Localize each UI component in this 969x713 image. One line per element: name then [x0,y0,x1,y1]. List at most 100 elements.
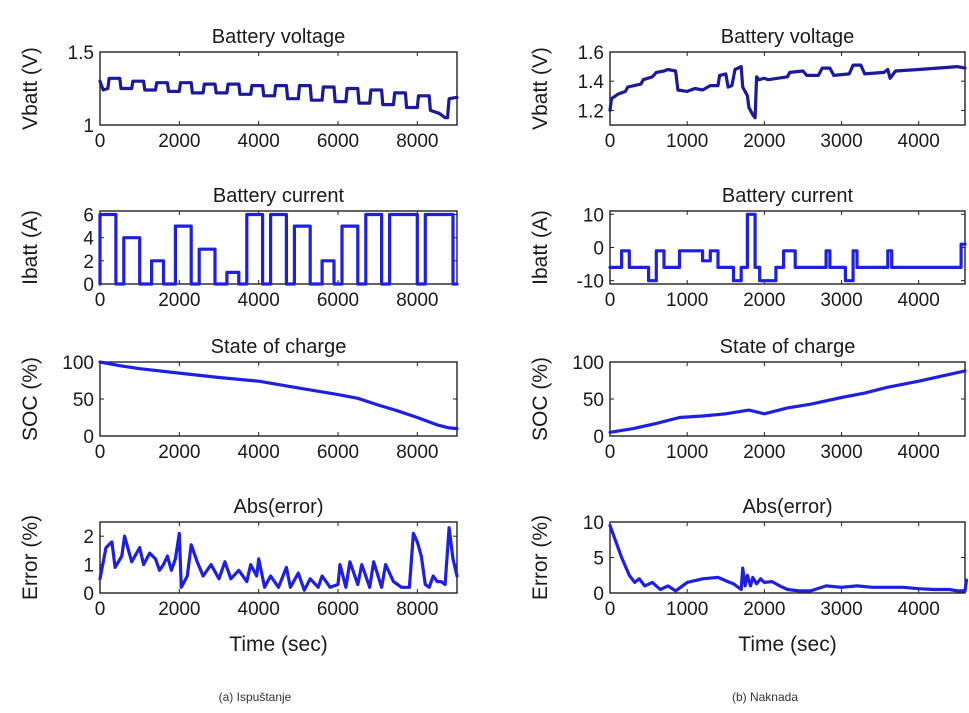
chart-title: State of charge [720,336,856,358]
y-tick-label: 100 [62,353,94,374]
x-tick-label: 0 [605,131,616,152]
caption-left: (a) Ispuštanje [219,690,292,704]
y-tick-label: 0 [593,427,604,448]
x-tick-label: 2000 [158,599,200,620]
y-tick-label: 50 [73,390,94,411]
chart-title: State of charge [211,336,347,358]
x-tick-label: 2000 [743,599,785,620]
plot-frame [99,51,458,126]
x-tick-label: 3000 [820,599,862,620]
y-tick-label: -10 [577,272,604,293]
x-tick-label: 3000 [820,131,862,152]
y-axis-label: SOC (%) [529,357,552,441]
y-tick-label: 0 [83,584,94,605]
x-tick-label: 0 [605,290,616,311]
x-tick-label: 1000 [666,599,708,620]
y-tick-label: 1 [83,116,94,137]
x-tick-label: 8000 [396,131,438,152]
x-tick-label: 0 [95,599,106,620]
x-tick-label: 6000 [317,442,359,463]
x-tick-label: 2000 [158,131,200,152]
x-tick-label: 4000 [238,131,280,152]
chart-a-soc: State of charge 0 2000 4000 6000 8000 0 50 100 SO… [19,336,459,463]
y-tick-label: 0 [593,239,604,260]
y-axis-label: Vbatt (V) [529,47,552,130]
x-tick-label: 6000 [317,599,359,620]
x-tick-label: 0 [605,442,616,463]
x-tick-label: 2000 [743,442,785,463]
y-tick-label: 50 [583,390,604,411]
y-tick-label: 2 [83,252,94,273]
chart-b-soc: State of charge 0 1000 2000 3000 4000 0 50 100 SO… [529,336,967,463]
x-tick-label: 0 [95,290,106,311]
series-line [608,212,967,283]
chart-a-voltage: Battery voltage 0 2000 4000 6000 8000 1 1.5 Vbat… [19,26,459,152]
y-tick-label: 10 [583,513,604,534]
x-tick-label: 8000 [396,599,438,620]
plot-frame [609,361,966,437]
y-axis-label: SOC (%) [19,357,42,441]
chart-title: Battery current [722,185,854,207]
y-tick-label: 4 [83,229,94,250]
series-line [608,369,967,434]
series-line [98,212,459,286]
chart-b-voltage: Battery voltage 0 1000 2000 3000 4000 1.2 1.4 1.… [529,26,967,152]
caption-right: (b) Naknada [732,690,798,704]
y-axis-label: Ibatt (A) [19,210,42,285]
x-tick-label: 2000 [158,290,200,311]
x-axis-label: Time (sec) [738,633,836,656]
x-tick-label: 4000 [898,131,940,152]
x-tick-label: 8000 [396,290,438,311]
x-tick-label: 4000 [898,290,940,311]
chart-title: Battery voltage [212,26,345,48]
y-tick-label: 0 [83,275,94,296]
x-tick-label: 4000 [898,599,940,620]
x-tick-label: 8000 [396,442,438,463]
y-tick-label: 1.2 [578,101,604,122]
y-tick-label: 1.6 [578,43,604,64]
y-axis-label: Error (%) [529,515,552,600]
y-tick-label: 10 [583,205,604,226]
y-tick-label: 0 [83,427,94,448]
x-tick-label: 3000 [820,290,862,311]
x-tick-label: 4000 [238,442,280,463]
x-tick-label: 0 [605,599,616,620]
y-tick-label: 0 [593,584,604,605]
series-line [608,63,967,120]
series-line [608,523,969,593]
x-tick-label: 2000 [743,131,785,152]
x-tick-label: 1000 [666,442,708,463]
plot-frame [609,210,966,285]
x-tick-label: 6000 [317,290,359,311]
series-line [98,76,459,120]
y-tick-label: 5 [593,549,604,570]
chart-b-error: Abs(error) 0 1000 2000 3000 4000 0 5 10 Error (%)… [529,496,969,656]
series-line [98,526,459,592]
y-axis-label: Error (%) [19,515,42,600]
chart-title: Abs(error) [233,496,323,518]
y-tick-label: 2 [83,527,94,548]
plot-frame [99,361,458,437]
x-tick-label: 1000 [666,290,708,311]
x-tick-label: 6000 [317,131,359,152]
y-axis-label: Ibatt (A) [529,210,552,285]
x-tick-label: 4000 [238,290,280,311]
y-axis-label: Vbatt (V) [19,47,42,130]
chart-title: Battery current [213,185,345,207]
x-tick-label: 4000 [238,599,280,620]
chart-title: Abs(error) [742,496,832,518]
y-tick-label: 1 [83,556,94,577]
y-tick-label: 100 [572,353,604,374]
chart-title: Battery voltage [721,26,854,48]
y-tick-label: 6 [83,205,94,226]
x-tick-label: 2000 [743,290,785,311]
series-line [98,360,459,431]
plot-frame [609,51,966,126]
y-tick-label: 1.4 [578,72,605,93]
x-tick-label: 0 [95,442,106,463]
x-tick-label: 1000 [666,131,708,152]
plot-frame [99,210,458,285]
x-tick-label: 0 [95,131,106,152]
